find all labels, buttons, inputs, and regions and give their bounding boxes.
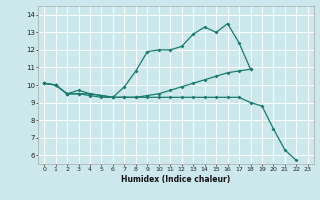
- X-axis label: Humidex (Indice chaleur): Humidex (Indice chaleur): [121, 175, 231, 184]
